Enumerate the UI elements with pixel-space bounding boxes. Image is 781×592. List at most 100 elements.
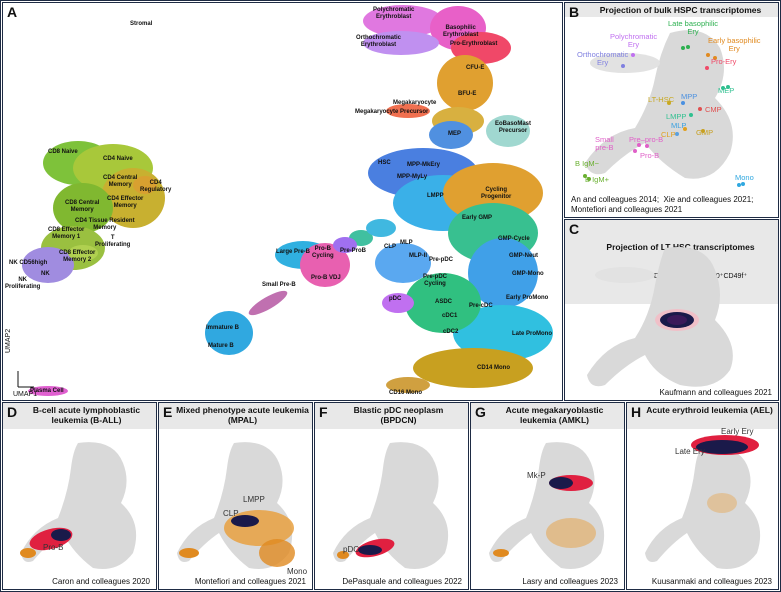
panel-f-cite: DePasquale and colleagues 2022 bbox=[342, 577, 462, 586]
label-nkbright: NK CD56high bbox=[9, 260, 48, 266]
label-cd8em1: CD8 Effector Memory 1 bbox=[48, 227, 85, 240]
label-cycprog: Cycling Progenitor bbox=[481, 187, 512, 200]
b-label-bigm-pos: B IgM+ bbox=[585, 175, 609, 184]
label-smallpreb: Small Pre-B bbox=[262, 282, 296, 288]
b-label-earlybaso: Early basophilic Ery bbox=[708, 36, 761, 53]
panel-d-label-prob: Pro-B bbox=[43, 543, 64, 552]
panel-f-umap bbox=[333, 442, 449, 569]
label-earlygmp: Early GMP bbox=[462, 215, 493, 221]
label-cd8naive: CD8 Naive bbox=[48, 149, 78, 155]
b-label-prob: Pro-B bbox=[640, 151, 660, 160]
label-nkprolif: NK Proliferating bbox=[5, 277, 41, 290]
label-prepdc: Pre-pDC bbox=[429, 257, 454, 263]
label-cd8cm: CD8 Central Memory bbox=[65, 200, 100, 213]
label-plasma: Plasma Cell bbox=[30, 388, 64, 394]
label-stromal: Stromal bbox=[130, 21, 153, 27]
panel-e-label-lmpp: LMPP bbox=[243, 495, 265, 504]
label-ortho: Orthochromatic Erythroblast bbox=[356, 35, 402, 48]
label-clp: CLP bbox=[384, 244, 396, 250]
label-mlpii: MLP-II bbox=[409, 253, 427, 259]
label-nk: NK bbox=[41, 271, 50, 277]
label-cdc1: cDC1 bbox=[442, 313, 458, 319]
b-label-clp: CLP bbox=[661, 130, 676, 139]
panel-h: Acute erythroid leukemia (AEL) H Early E… bbox=[626, 402, 779, 590]
label-mega-precursor: Megakaryocyte Precursor bbox=[355, 109, 429, 115]
panel-c-umap bbox=[587, 246, 733, 387]
b-label-mpp: MPP bbox=[681, 92, 698, 101]
b-label-lmpp: LMPP bbox=[666, 112, 687, 121]
label-hsc: HSC bbox=[378, 160, 391, 166]
panel-c-letter: C bbox=[569, 221, 580, 237]
panel-g-label-mkp: Mk-P bbox=[527, 471, 546, 480]
label-latepromono: Late ProMono bbox=[512, 331, 552, 337]
panel-f-title: Blastic pDC neoplasm (BPDCN) bbox=[315, 403, 468, 429]
panel-a-letter: A bbox=[7, 4, 18, 20]
label-probcyc: Pro-B Cycling bbox=[312, 246, 334, 259]
b-label-poly: Polychromatic Ery bbox=[610, 32, 658, 49]
b-label-bigm-neg: B IgM− bbox=[575, 159, 599, 168]
panel-d-cite: Caron and colleagues 2020 bbox=[52, 577, 150, 586]
panel-h-cite: Kuusanmaki and colleagues 2023 bbox=[651, 577, 772, 586]
label-gmpcycle: GMP-Cycle bbox=[498, 236, 530, 242]
label-matb: Mature B bbox=[208, 343, 234, 349]
label-mep: MEP bbox=[448, 131, 462, 137]
b-label-ortho: Orthochromatic Ery bbox=[577, 50, 629, 67]
panel-e-umap bbox=[177, 442, 295, 569]
panel-e-letter: E bbox=[163, 404, 173, 420]
label-gmpneut: GMP-Neut bbox=[509, 253, 538, 259]
panel-b-title: Projection of bulk HSPC transcriptomes bbox=[565, 3, 778, 17]
panel-e-title: Mixed phenotype acute leukemia (MPAL) bbox=[159, 403, 312, 429]
b-label-proery: Pro-Ery bbox=[711, 57, 737, 66]
panel-e-cite: Montefiori and colleagues 2021 bbox=[194, 577, 306, 586]
axis-y-label: UMAP2 bbox=[5, 328, 12, 353]
label-poly: Polychromatic Erythroblast bbox=[373, 7, 415, 20]
label-cd4cm: CD4 Central Memory bbox=[103, 175, 138, 188]
label-largepreb: Large Pre-B bbox=[276, 249, 311, 255]
panel-c-cite: Kaufmann and colleagues 2021 bbox=[659, 388, 772, 397]
panel-b-letter: B bbox=[569, 4, 580, 20]
panel-h-label-lateery: Late Ery bbox=[675, 447, 705, 456]
label-probvdj: Pro-B VDJ bbox=[311, 275, 341, 281]
label-megakaryocyte: Megakaryocyte bbox=[393, 100, 437, 106]
label-preprob: Pre-ProB bbox=[340, 248, 367, 254]
label-cd14: CD14 Mono bbox=[477, 365, 510, 371]
panel-f: Blastic pDC neoplasm (BPDCN) F pDC DePas… bbox=[314, 402, 469, 590]
label-pdc: pDC bbox=[389, 296, 402, 302]
label-immb: Immature B bbox=[206, 325, 240, 331]
panel-g-letter: G bbox=[475, 404, 486, 420]
label-lmpp: LMPP bbox=[427, 193, 444, 199]
label-cd16: CD16 Mono bbox=[389, 390, 422, 396]
panel-b-cite: An and colleagues 2014; Xie and colleagu… bbox=[571, 195, 754, 214]
b-label-mono: Mono bbox=[735, 173, 754, 182]
axis-x-label: UMAP1 bbox=[13, 391, 38, 398]
b-label-mlp: MLP bbox=[671, 121, 687, 130]
panel-f-letter: F bbox=[319, 404, 328, 420]
label-cd4reg: CD4 Regulatory bbox=[140, 180, 172, 193]
panel-h-umap bbox=[645, 435, 761, 569]
b-label-preprob: Pre–pro-B bbox=[629, 135, 664, 144]
label-mppmkery: MPP-MkEry bbox=[407, 162, 441, 168]
panel-e-label-clp: CLP bbox=[223, 509, 239, 518]
panel-h-letter: H bbox=[631, 404, 642, 420]
panel-d-title: B-cell acute lymphoblastic leukemia (B-A… bbox=[3, 403, 156, 429]
panel-h-label-earlyery: Early Ery bbox=[721, 427, 754, 436]
label-earlypromono: Early ProMono bbox=[506, 295, 549, 301]
label-cd4trm: CD4 Tissue Resident Memory bbox=[75, 218, 135, 231]
panel-g-umap bbox=[489, 442, 605, 569]
label-cd4eff: CD4 Effector Memory bbox=[107, 196, 144, 209]
b-label-latebaso: Late basophilic Ery bbox=[668, 19, 719, 36]
panel-a: A bbox=[2, 2, 563, 401]
panel-e-label-mono: Mono bbox=[287, 567, 308, 576]
label-prepdccyc: Pre-pDC Cycling bbox=[423, 274, 448, 287]
label-gmpmono: GMP-Mono bbox=[512, 271, 544, 277]
label-cdc2: cDC2 bbox=[443, 329, 459, 335]
label-asdc: ASDC bbox=[435, 299, 453, 305]
panel-d: B-cell acute lymphoblastic leukemia (B-A… bbox=[2, 402, 157, 590]
panel-h-title: Acute erythroid leukemia (AEL) bbox=[627, 403, 778, 429]
panel-c: Projection of LT-HSC transcriptomes Lin−… bbox=[564, 219, 779, 401]
panel-b: Projection of bulk HSPC transcriptomes B… bbox=[564, 2, 779, 218]
label-proery: Pro-Erythroblast bbox=[450, 41, 498, 47]
panel-g-title: Acute megakaryoblastic leukemia (AMKL) bbox=[471, 403, 624, 429]
panel-g-cite: Lasry and colleagues 2023 bbox=[522, 577, 618, 586]
panel-b-umap bbox=[583, 30, 745, 187]
